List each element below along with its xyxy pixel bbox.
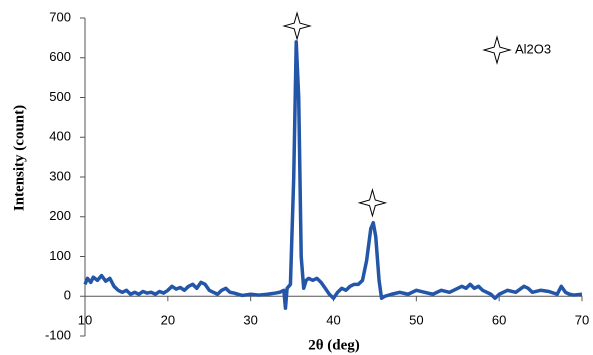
x-tick-label: 10 [78,313,92,328]
y-tick-label: 0 [64,288,71,303]
y-tick-label: 600 [49,49,71,64]
x-tick-label: 60 [492,313,506,328]
star-marker [282,11,312,41]
y-tick-label: 400 [49,129,71,144]
legend-label: Al2O3 [515,41,551,56]
x-tick-label: 20 [161,313,175,328]
legend-marker [482,35,512,65]
x-axis-title: 2θ (deg) [308,337,360,353]
y-tick-label: 500 [49,89,71,104]
star-marker [357,187,388,218]
y-tick-label: 300 [49,168,71,183]
x-tick-label: 40 [326,313,340,328]
x-tick-label: 30 [243,313,257,328]
y-tick-label: 100 [49,248,71,263]
y-tick-label: 700 [49,9,71,24]
y-tick-label: -100 [45,327,71,342]
x-tick-label: 70 [575,313,589,328]
y-axis-title: Intensity (count) [11,105,27,211]
y-tick-label: 200 [49,208,71,223]
x-tick-label: 50 [409,313,423,328]
data-line [83,40,583,310]
